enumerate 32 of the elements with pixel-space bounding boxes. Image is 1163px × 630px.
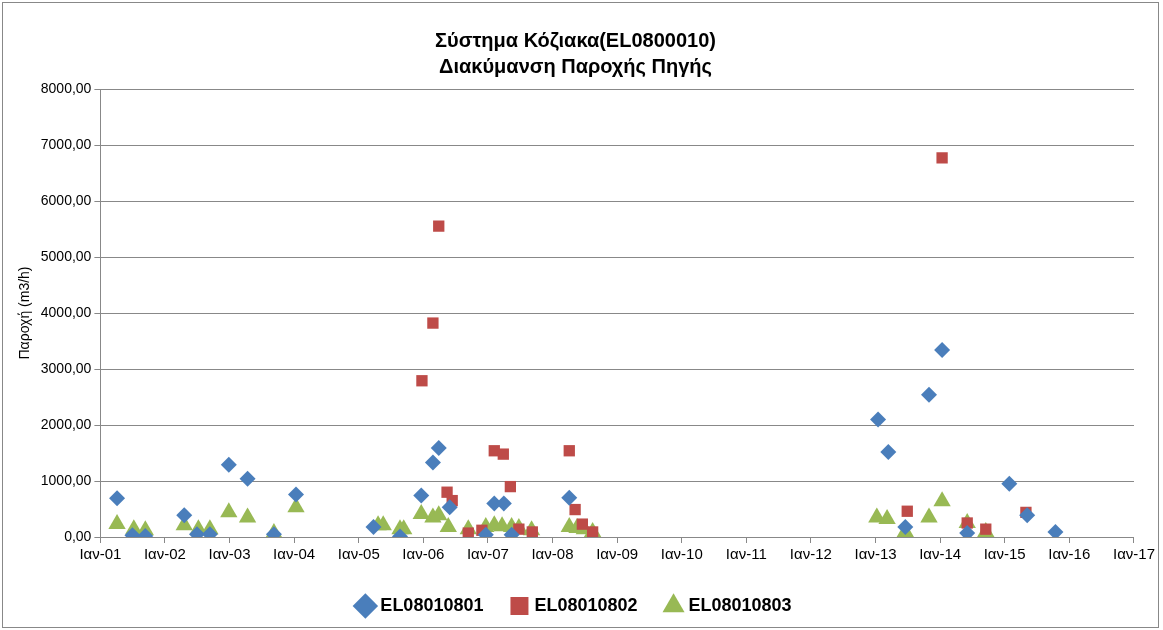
y-tick-label: 0,00	[64, 527, 92, 544]
legend-label: EL08010801	[380, 594, 484, 615]
legend-label: EL08010803	[688, 594, 792, 615]
x-tick-label: Ιαν-15	[983, 545, 1026, 563]
x-tick-label: Ιαν-17	[1112, 545, 1156, 563]
y-tick-label: 5000,00	[40, 247, 92, 264]
y-tick-label: 4000,00	[40, 303, 92, 320]
y-tick-label: 2000,00	[40, 415, 92, 432]
legend-label: EL08010802	[534, 594, 638, 615]
y-tick-label: 1000,00	[40, 471, 92, 488]
x-tick-label: Ιαν-10	[660, 545, 703, 563]
y-tick-label: 8000,00	[40, 79, 92, 96]
x-tick-label: Ιαν-04	[273, 545, 316, 563]
x-tick-label: Ιαν-16	[1048, 545, 1091, 563]
x-tick-label: Ιαν-01	[79, 545, 122, 563]
chart-subtitle: Διακύμανση Παροχής Πηγής	[439, 54, 712, 77]
x-tick-label: Ιαν-11	[725, 545, 767, 563]
x-tick-label: Ιαν-06	[402, 545, 445, 563]
x-tick-label: Ιαν-08	[531, 545, 574, 563]
x-tick-label: Ιαν-02	[143, 545, 186, 563]
y-axis-title: Παροχή (m3/h)	[16, 266, 33, 360]
x-tick-label: Ιαν-14	[919, 545, 962, 563]
x-tick-label: Ιαν-12	[789, 545, 832, 563]
y-tick-label: 7000,00	[40, 135, 92, 152]
x-tick-label: Ιαν-05	[337, 545, 380, 563]
x-tick-label: Ιαν-09	[596, 545, 639, 563]
y-tick-label: 6000,00	[40, 191, 92, 208]
x-tick-label: Ιαν-13	[854, 545, 897, 563]
x-tick-label: Ιαν-03	[208, 545, 251, 563]
x-tick-label: Ιαν-07	[466, 545, 509, 563]
y-tick-label: 3000,00	[40, 359, 92, 376]
chart-title: Σύστημα Κόζιακα(EL0800010)	[435, 28, 716, 51]
